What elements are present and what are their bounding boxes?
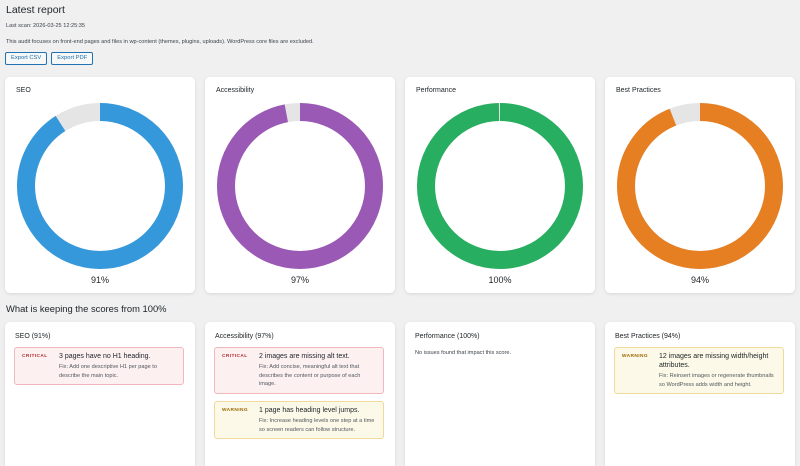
issue-item: CRITICAL 2 images are missing alt text. … bbox=[214, 347, 384, 394]
issue-item: WARNING 1 page has heading level jumps. … bbox=[214, 401, 384, 440]
issues-card-heading: Accessibility (97%) bbox=[215, 333, 274, 340]
issue-title: 1 page has heading level jumps. bbox=[259, 407, 360, 414]
no-issues-text: No issues found that impact this score. bbox=[415, 350, 512, 356]
donut-arc bbox=[417, 103, 583, 269]
issue-item: CRITICAL 3 pages have no H1 heading. Fix… bbox=[14, 347, 184, 386]
export-csv-button[interactable]: Export CSV bbox=[5, 52, 48, 65]
issues-card-heading: Performance (100%) bbox=[415, 333, 480, 340]
issue-item: WARNING 12 images are missing width/heig… bbox=[614, 347, 784, 395]
score-card-seo: SEO 91% bbox=[5, 77, 195, 293]
issue-fix: Fix: Increase heading levels one step at… bbox=[259, 418, 375, 433]
issue-title: 12 images are missing width/height attri… bbox=[659, 353, 769, 369]
issue-fix: Fix: Add one descriptive H1 per page to … bbox=[59, 364, 157, 379]
score-card-best-practices: Best Practices 94% bbox=[605, 77, 795, 293]
export-buttons: Export CSV Export PDF bbox=[5, 52, 94, 65]
donut-arc bbox=[217, 103, 383, 269]
score-percent: 97% bbox=[290, 275, 309, 285]
score-donut-best-practices bbox=[617, 103, 783, 269]
score-label: SEO bbox=[16, 87, 31, 94]
score-label: Best Practices bbox=[616, 87, 661, 94]
issues-card-seo: SEO (91%) CRITICAL 3 pages have no H1 he… bbox=[5, 322, 195, 466]
warning-badge: WARNING bbox=[222, 408, 248, 413]
critical-badge: CRITICAL bbox=[22, 354, 48, 359]
export-pdf-button[interactable]: Export PDF bbox=[51, 52, 94, 65]
warning-badge: WARNING bbox=[622, 354, 648, 359]
issue-title: 3 pages have no H1 heading. bbox=[59, 353, 151, 360]
issue-fix: Fix: Reinsert images or regenerate thumb… bbox=[659, 373, 774, 388]
issues-section-title: What is keeping the scores from 100% bbox=[6, 303, 167, 314]
score-percent: 100% bbox=[488, 275, 512, 285]
score-donut-accessibility bbox=[217, 103, 383, 269]
score-card-accessibility: Accessibility 97% bbox=[205, 77, 395, 293]
score-label: Performance bbox=[416, 87, 457, 94]
critical-badge: CRITICAL bbox=[222, 354, 248, 359]
last-scan-text: Last scan: 2026-03-25 12:25:35 bbox=[6, 23, 85, 29]
donut-arc bbox=[617, 103, 783, 269]
issues-card-performance: Performance (100%) No issues found that … bbox=[405, 322, 595, 466]
issues-card-best-practices: Best Practices (94%) WARNING 12 images a… bbox=[605, 322, 795, 466]
score-label: Accessibility bbox=[216, 87, 255, 94]
score-donut-performance bbox=[417, 103, 583, 269]
score-percent: 91% bbox=[90, 275, 109, 285]
audit-description: This audit focuses on front-end pages an… bbox=[6, 39, 314, 45]
issues-card-heading: Best Practices (94%) bbox=[615, 333, 681, 340]
issues-card-accessibility: Accessibility (97%) CRITICAL 2 images ar… bbox=[205, 322, 395, 466]
issue-fix: Fix: Add concise, meaningful alt text th… bbox=[259, 364, 361, 388]
score-donut-seo bbox=[17, 103, 183, 269]
issues-card-heading: SEO (91%) bbox=[15, 333, 51, 340]
score-card-performance: Performance 100% bbox=[405, 77, 595, 293]
issue-title: 2 images are missing alt text. bbox=[259, 353, 350, 360]
donut-arc bbox=[17, 103, 183, 269]
page-title: Latest report bbox=[6, 4, 65, 16]
score-percent: 94% bbox=[690, 275, 709, 285]
